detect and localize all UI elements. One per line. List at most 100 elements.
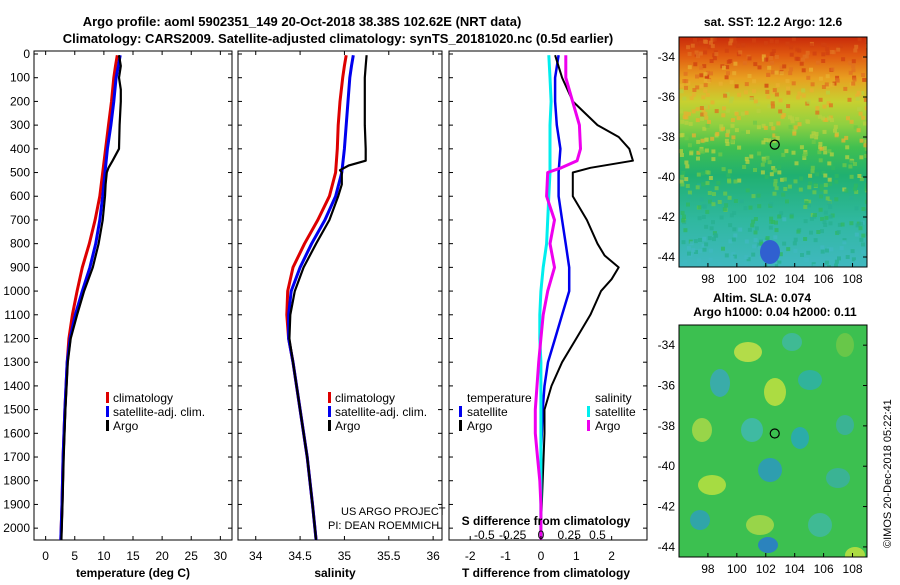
lat-tick-label: -40 <box>658 459 676 473</box>
x-tick-label: 30 <box>214 549 228 563</box>
salinity-legend: climatology satellite-adj. clim. Argo <box>328 391 427 433</box>
lat-tick-label: -44 <box>658 540 676 554</box>
lat-tick-label: -36 <box>658 90 676 104</box>
credit-line-1: US ARGO PROJECT <box>341 506 446 518</box>
lon-tick-label: 102 <box>756 272 776 286</box>
depth-tick-label: 1800 <box>3 474 30 488</box>
x-tick-label: -1 <box>500 549 511 563</box>
depth-tick-label: 1600 <box>3 426 30 440</box>
lon-tick-label: 102 <box>756 562 776 576</box>
legend-swatch-argo <box>328 420 331 431</box>
lon-tick-label: 108 <box>843 562 863 576</box>
legend-label-climatology: climatology <box>335 391 395 405</box>
depth-tick-label: 1100 <box>4 308 30 322</box>
sla-map-title: Altim. SLA: 0.074 <box>713 291 811 305</box>
legend-swatch-climatology <box>328 392 331 403</box>
legend-title-salinity: salinity <box>595 391 632 405</box>
x-tick-label: 5 <box>71 549 78 563</box>
s-tick-label: 0 <box>538 528 545 542</box>
depth-tick-label: 1900 <box>3 497 30 511</box>
lat-tick-label: -38 <box>658 419 676 433</box>
temperature-legend: climatology satellite-adj. clim. Argo <box>106 391 205 433</box>
depth-tick-label: 1500 <box>3 403 30 417</box>
legend-label-satellite: satellite-adj. clim. <box>113 405 205 419</box>
legend-label-argo: Argo <box>113 419 139 433</box>
lat-tick-label: -42 <box>658 500 676 514</box>
lat-tick-label: -42 <box>658 210 676 224</box>
lat-tick-label: -40 <box>658 170 676 184</box>
temperature-axis-label: temperature (deg C) <box>76 566 190 580</box>
lat-tick-label: -34 <box>658 338 676 352</box>
depth-tick-label: 1400 <box>3 379 30 393</box>
difference-axis-label: T difference from climatology <box>462 566 630 580</box>
x-tick-label: 36 <box>426 549 440 563</box>
legend-swatch-s-satellite <box>587 406 590 417</box>
x-tick-label: 35 <box>338 549 352 563</box>
x-tick-label: 15 <box>126 549 140 563</box>
sst-map-frame <box>678 36 868 268</box>
legend-swatch-climatology <box>106 392 109 403</box>
lat-tick-label: -38 <box>658 130 676 144</box>
depth-tick-label: 2000 <box>3 521 30 535</box>
argo-float-marker <box>769 428 780 439</box>
depth-tick-label: 1700 <box>3 450 30 464</box>
legend-label-t-satellite: satellite <box>467 405 508 419</box>
depth-tick-label: 300 <box>10 118 30 132</box>
x-tick-label: 1 <box>573 549 580 563</box>
depth-tick-label: 400 <box>10 142 30 156</box>
s-tick-label: -0.25 <box>499 528 527 542</box>
lon-tick-label: 106 <box>814 562 834 576</box>
argo-float-marker <box>769 139 780 150</box>
depth-tick-label: 700 <box>10 213 30 227</box>
x-tick-label: 2 <box>608 549 615 563</box>
x-tick-label: 25 <box>185 549 199 563</box>
series-line-argo <box>60 55 122 541</box>
depth-tick-label: 600 <box>10 189 30 203</box>
legend-label-climatology: climatology <box>113 391 173 405</box>
lon-tick-label: 100 <box>727 562 747 576</box>
depth-tick-label: 100 <box>10 71 30 85</box>
legend-swatch-t-argo <box>459 420 462 431</box>
difference-legend: temperature satellite Argo salinity sate… <box>459 391 636 433</box>
imos-watermark: ©IMOS 20-Dec-2018 05:22:41 <box>882 399 894 548</box>
lon-tick-label: 106 <box>814 272 834 286</box>
series-line-t-satellite <box>539 55 571 540</box>
lon-tick-label: 98 <box>701 562 715 576</box>
legend-swatch-argo <box>106 420 109 431</box>
s-tick-label: 0.5 <box>589 528 606 542</box>
series-line-argo <box>288 55 368 541</box>
title-line-2: Climatology: CARS2009. Satellite-adjuste… <box>63 31 614 46</box>
sla-map-subtitle: Argo h1000: 0.04 h2000: 0.11 <box>693 305 857 319</box>
lat-tick-label: -44 <box>658 250 676 264</box>
s-tick-label: 0.25 <box>558 528 582 542</box>
depth-tick-label: 1200 <box>3 331 30 345</box>
s-difference-axis-label: S difference from climatology <box>462 514 631 528</box>
depth-tick-label: 900 <box>10 260 30 274</box>
legend-label-argo: Argo <box>335 419 361 433</box>
salinity-plot-frame <box>237 50 443 541</box>
legend-label-t-argo: Argo <box>467 419 493 433</box>
title-line-1: Argo profile: aoml 5902351_149 20-Oct-20… <box>83 14 522 29</box>
legend-swatch-satellite <box>328 406 331 417</box>
series-line-t-argo <box>539 54 634 540</box>
sla-map-image <box>679 325 867 557</box>
lat-tick-label: -36 <box>658 379 676 393</box>
depth-tick-label: 0 <box>23 47 30 61</box>
series-line-s-argo <box>533 55 582 540</box>
legend-label-satellite: satellite-adj. clim. <box>335 405 427 419</box>
sst-map-title: sat. SST: 12.2 Argo: 12.6 <box>704 15 843 29</box>
lon-tick-label: 104 <box>785 272 805 286</box>
sst-map-image <box>679 37 867 267</box>
sla-map-frame <box>678 324 868 558</box>
lon-tick-label: 108 <box>843 272 863 286</box>
legend-swatch-t-satellite <box>459 406 462 417</box>
difference-panel: -2 -1 0 1 2 -0.5 -0.25 0 0.25 0.5 T difference fr… <box>448 50 648 580</box>
temperature-plot-frame <box>33 50 233 541</box>
lon-tick-label: 98 <box>701 272 715 286</box>
legend-label-s-satellite: satellite <box>595 405 636 419</box>
x-tick-label: 34.5 <box>288 549 312 563</box>
x-tick-label: 20 <box>155 549 169 563</box>
lon-tick-label: 100 <box>727 272 747 286</box>
depth-tick-label: 500 <box>10 166 30 180</box>
